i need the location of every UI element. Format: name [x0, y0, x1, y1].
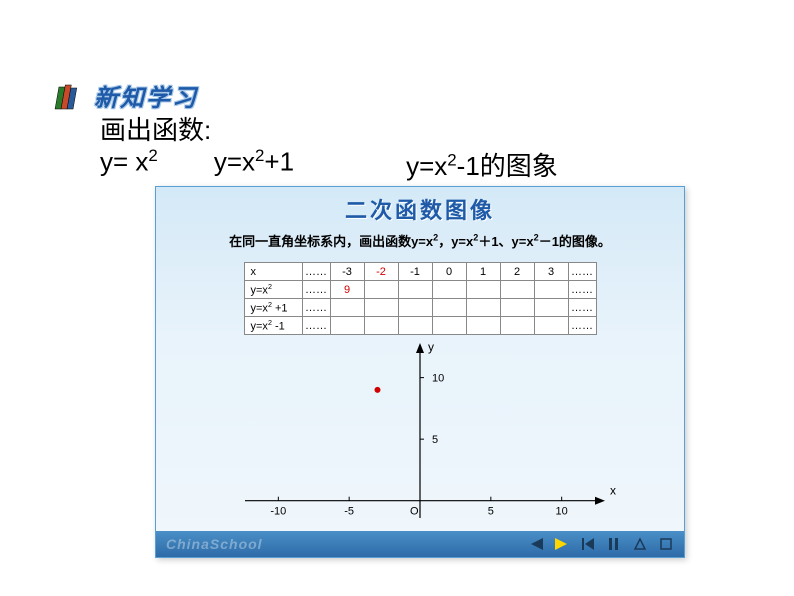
table-cell	[466, 281, 500, 299]
table-cell	[534, 281, 568, 299]
table-cell	[466, 317, 500, 335]
table-cell	[330, 299, 364, 317]
stop-button[interactable]	[632, 536, 648, 552]
graph-area: -10 -5 5 10 5 10 Ox y	[156, 343, 684, 543]
table-row-label: y=x2 -1	[244, 317, 302, 335]
svg-text:5: 5	[432, 434, 438, 446]
table-row: y=x2 +1…………	[244, 299, 596, 317]
table-row-label: y=x2 +1	[244, 299, 302, 317]
svg-text:5: 5	[488, 506, 494, 518]
table-cell	[398, 317, 432, 335]
chart-title: 二次函数图像	[156, 187, 684, 225]
next-button[interactable]	[554, 536, 570, 552]
equations-line: y= x2 y=x2+1 y=x2-1的图象	[100, 146, 558, 183]
skip-back-button[interactable]	[580, 536, 596, 552]
equation-3: y=x2-1的图象	[406, 146, 558, 183]
svg-text:x: x	[610, 484, 616, 498]
table-cell	[398, 281, 432, 299]
svg-text:-10: -10	[270, 506, 286, 518]
table-cell	[432, 281, 466, 299]
equation-2: y=x2+1	[214, 146, 294, 183]
table-header-cell: 1	[466, 263, 500, 281]
table-cell	[466, 299, 500, 317]
table-cell	[534, 317, 568, 335]
table-cell	[432, 299, 466, 317]
table-header-cell: 3	[534, 263, 568, 281]
svg-text:y: y	[428, 343, 434, 354]
panel-footer: ChinaSchool	[156, 531, 684, 557]
brand-label: ChinaSchool	[166, 536, 263, 552]
equation-1: y= x2	[100, 146, 158, 183]
table-cell: ……	[568, 317, 596, 335]
table-header-row: x……-3-2-10123……	[244, 263, 596, 281]
svg-text:10: 10	[432, 373, 444, 385]
chart-panel: 二次函数图像 在同一直角坐标系内，画出函数y=x2，y=x2＋1、y=x2－1的…	[155, 186, 685, 558]
table-cell	[364, 281, 398, 299]
playback-controls	[528, 536, 674, 552]
table-header-cell: ……	[302, 263, 330, 281]
table-cell	[500, 317, 534, 335]
table-cell	[398, 299, 432, 317]
fullscreen-button[interactable]	[658, 536, 674, 552]
svg-text:-5: -5	[344, 506, 354, 518]
pause-button[interactable]	[606, 536, 622, 552]
coordinate-graph: -10 -5 5 10 5 10 Ox y	[210, 343, 630, 538]
table-cell: ……	[302, 281, 330, 299]
chart-instruction: 在同一直角坐标系内，画出函数y=x2，y=x2＋1、y=x2－1的图像。	[156, 231, 684, 250]
svg-text:10: 10	[556, 506, 568, 518]
table-cell	[534, 299, 568, 317]
table-row-label: y=x2	[244, 281, 302, 299]
table-row: y=x2……9……	[244, 281, 596, 299]
table-cell	[500, 299, 534, 317]
table-cell	[364, 317, 398, 335]
table-header-cell: 2	[500, 263, 534, 281]
problem-heading: 画出函数:	[100, 110, 211, 147]
section-title: 新知学习	[94, 78, 198, 113]
table-header-cell: -3	[330, 263, 364, 281]
table-header-cell: -2	[364, 263, 398, 281]
table-cell: 9	[330, 281, 364, 299]
table-cell: ……	[302, 299, 330, 317]
table-cell: ……	[568, 299, 596, 317]
table-header-cell: -1	[398, 263, 432, 281]
prev-button[interactable]	[528, 536, 544, 552]
table-cell	[500, 281, 534, 299]
table-header-cell: 0	[432, 263, 466, 281]
table-row: y=x2 -1…………	[244, 317, 596, 335]
table-cell	[432, 317, 466, 335]
data-table: x……-3-2-10123…… y=x2……9……y=x2 +1…………y=x2…	[244, 262, 597, 335]
table-cell	[330, 317, 364, 335]
table-cell	[364, 299, 398, 317]
svg-text:O: O	[410, 506, 419, 518]
table-header-cell: x	[244, 263, 302, 281]
table-cell: ……	[302, 317, 330, 335]
table-header-cell: ……	[568, 263, 596, 281]
books-icon	[52, 81, 86, 111]
section-header: 新知学习	[52, 78, 198, 113]
table-cell: ……	[568, 281, 596, 299]
